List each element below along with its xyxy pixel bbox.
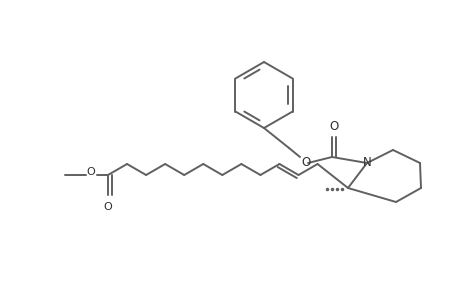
Text: O: O	[86, 167, 95, 177]
Text: O: O	[329, 119, 338, 133]
Text: O: O	[301, 155, 310, 169]
Text: N: N	[362, 155, 370, 169]
Text: O: O	[103, 202, 112, 212]
